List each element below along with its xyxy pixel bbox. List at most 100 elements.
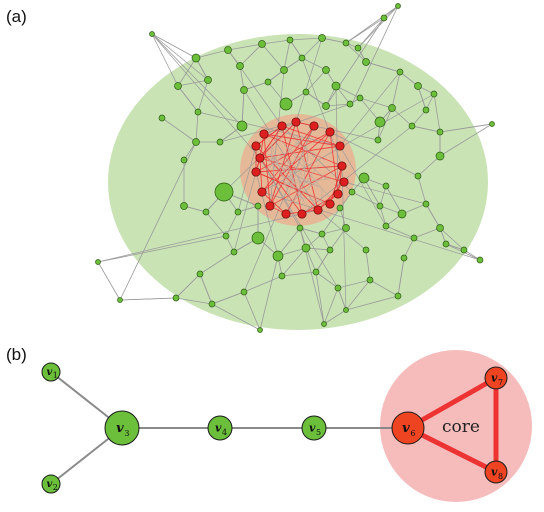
network-edge xyxy=(305,69,327,93)
network-edge xyxy=(403,237,415,259)
network-edge xyxy=(317,209,367,251)
periphery-node xyxy=(388,104,396,112)
network-edge xyxy=(277,227,301,257)
core-node xyxy=(297,209,307,219)
core-edge xyxy=(294,141,325,161)
network-edge xyxy=(433,93,441,133)
periphery-node xyxy=(204,76,212,84)
network-edge xyxy=(243,89,319,211)
network-edge xyxy=(337,279,371,289)
vertex-v3-circle xyxy=(104,410,140,446)
core-edge xyxy=(269,121,297,207)
vertex-v7-subscript: 7 xyxy=(498,378,503,387)
network-edge xyxy=(239,65,245,91)
vertex-v2-subscript: 2 xyxy=(53,483,58,492)
core-node xyxy=(251,141,261,151)
network-edge xyxy=(281,247,307,277)
vertex-v2-circle xyxy=(41,474,61,494)
periphery-node xyxy=(296,224,304,232)
core-edge xyxy=(263,133,271,207)
network-edge xyxy=(301,57,343,167)
periphery-node xyxy=(489,121,495,127)
periphery-node xyxy=(264,78,272,86)
network-edge xyxy=(377,107,393,141)
core-edge xyxy=(281,157,299,173)
network-edge xyxy=(359,97,393,109)
vertex-v3-subscript: 3 xyxy=(124,429,129,438)
periphery-node xyxy=(436,128,444,136)
network-edge xyxy=(225,211,239,237)
network-edge xyxy=(283,39,291,71)
network-edge xyxy=(237,205,259,213)
chain-edge-v6-v7 xyxy=(406,375,498,431)
periphery-node xyxy=(278,272,286,280)
network-edge xyxy=(195,49,229,59)
periphery-node xyxy=(202,208,210,216)
network-edge xyxy=(199,251,235,275)
core-node xyxy=(335,141,345,151)
network-edge xyxy=(289,39,303,59)
network-edge xyxy=(243,275,283,293)
core-edge xyxy=(267,157,304,201)
network-edge xyxy=(363,177,381,207)
core-edge xyxy=(274,178,330,186)
network-edge xyxy=(369,279,399,297)
periphery-node xyxy=(396,68,404,76)
network-edge xyxy=(425,203,441,229)
chain-vertices: v 1v 2v 3 v 4 v 5 v 6v 7v 8 xyxy=(41,362,508,494)
network-edge xyxy=(305,91,327,107)
periphery-node xyxy=(318,34,326,42)
network-edge xyxy=(337,287,347,311)
periphery-node xyxy=(149,31,155,37)
core-edge xyxy=(265,142,299,171)
periphery-node xyxy=(380,14,388,22)
core-node xyxy=(259,129,269,139)
network-edge xyxy=(261,43,285,71)
network-edge xyxy=(417,155,441,177)
network-edge xyxy=(379,185,387,207)
network-edge xyxy=(345,42,367,63)
network-edge xyxy=(161,117,197,143)
periphery-node xyxy=(476,256,484,264)
core-edge xyxy=(286,146,327,180)
periphery-node xyxy=(343,307,349,313)
network-edge xyxy=(301,37,323,59)
periphery-node xyxy=(286,36,294,44)
network-edge xyxy=(177,57,197,87)
network-edge xyxy=(211,291,245,305)
network-edge xyxy=(151,33,197,59)
network-edge xyxy=(365,249,371,281)
core-edge xyxy=(296,139,302,148)
periphery-node xyxy=(230,248,238,256)
vertex-v1-label: v xyxy=(47,367,53,378)
periphery-node xyxy=(302,88,310,96)
vertex-v6-label: v xyxy=(402,421,410,436)
periphery-node xyxy=(236,120,248,132)
periphery-node xyxy=(408,122,416,130)
periphery-node xyxy=(174,82,182,90)
periphery-node xyxy=(321,321,327,327)
periphery-node xyxy=(258,40,266,48)
vertex-v8-circle xyxy=(484,460,508,484)
core-edge xyxy=(271,145,292,201)
core-edge xyxy=(276,136,330,198)
panel-b-chain: (b) core v 1v 2v 3 v 4 v 5 v 6v 7v 8 xyxy=(6,345,532,502)
vertex-v8-label: v xyxy=(491,465,498,478)
periphery-node xyxy=(397,209,407,219)
periphery-node xyxy=(298,54,306,62)
network-edge xyxy=(197,79,209,113)
network-edge xyxy=(259,255,279,331)
periphery-node xyxy=(280,66,288,74)
network-edge xyxy=(151,33,243,127)
core-edge xyxy=(303,151,306,183)
network-edge xyxy=(119,141,197,301)
network-edge xyxy=(177,85,199,113)
periphery-node xyxy=(301,243,311,253)
periphery-node xyxy=(196,270,204,278)
vertex-v1-subscript: 1 xyxy=(53,371,58,380)
periphery-node xyxy=(342,39,350,47)
